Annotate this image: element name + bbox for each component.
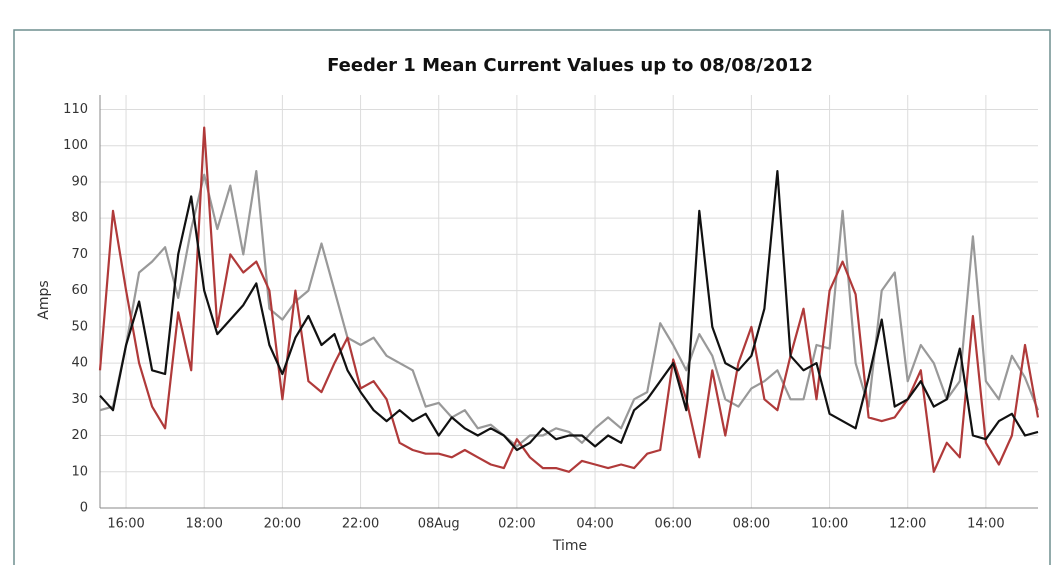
y-tick-label: 40 [71,356,88,371]
y-tick-label: 20 [71,428,88,443]
y-tick-label: 100 [63,138,88,153]
x-tick-label: 06:00 [654,517,691,532]
y-tick-label: 80 [71,211,88,226]
chart-frame [13,29,1051,565]
x-tick-label: 18:00 [185,517,222,532]
y-tick-label: 60 [71,283,88,298]
x-tick-label: 20:00 [264,517,301,532]
x-tick-label: 12:00 [889,517,926,532]
x-tick-label: 14:00 [967,517,1004,532]
y-tick-label: 10 [71,464,88,479]
y-tick-label: 90 [71,174,88,189]
y-tick-label: 30 [71,392,88,407]
y-tick-label: 50 [71,319,88,334]
data-line [99,170,1039,452]
y-axis-label: Amps [36,280,52,319]
y-tick-label: 0 [80,501,88,516]
x-tick-label: 08Aug [418,517,460,532]
x-axis-label: Time [552,538,587,554]
y-tick-label: 70 [71,247,88,262]
data-line [98,126,1040,473]
data-line [99,170,1040,448]
x-tick-label: 04:00 [576,517,613,532]
x-tick-label: 16:00 [107,517,144,532]
x-tick-label: 02:00 [498,517,535,532]
chart-title: Feeder 1 Mean Current Values up to 08/08… [327,55,813,76]
y-tick-label: 110 [63,102,88,117]
x-tick-label: 10:00 [811,517,848,532]
x-tick-label: 08:00 [733,517,770,532]
x-tick-label: 22:00 [342,517,379,532]
